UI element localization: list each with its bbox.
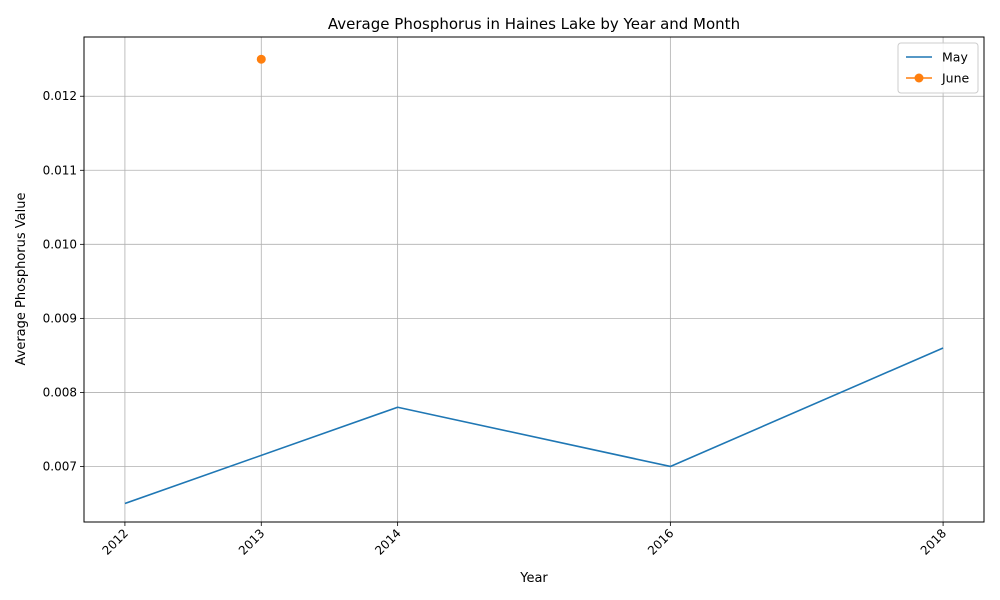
y-axis: 0.007 0.008 0.009 0.010 0.011 0.012 <box>43 89 84 473</box>
plot-frame <box>83 36 985 523</box>
y-tick-label: 0.012 <box>43 89 77 103</box>
y-tick-label: 0.011 <box>43 163 77 177</box>
chart-title: Average Phosphorus in Haines Lake by Yea… <box>328 15 740 33</box>
y-tick-label: 0.008 <box>43 385 77 399</box>
x-tick-label: 2018 <box>918 526 949 557</box>
x-tick-label: 2012 <box>100 526 131 557</box>
grid <box>84 37 984 522</box>
x-axis: 2012 2013 2014 2016 2018 <box>100 522 949 558</box>
legend: May June <box>897 42 979 94</box>
y-tick-label: 0.009 <box>43 311 77 325</box>
x-tick-label: 2013 <box>236 526 267 557</box>
y-tick-label: 0.010 <box>43 237 77 251</box>
legend-label-may: May <box>942 50 968 65</box>
series-layer <box>124 54 944 505</box>
x-axis-label: Year <box>519 571 548 586</box>
series-line-may <box>124 347 944 505</box>
y-tick-label: 0.007 <box>43 459 77 473</box>
y-axis-label: Average Phosphorus Value <box>14 193 29 366</box>
x-tick-label: 2016 <box>645 526 676 557</box>
x-tick-label: 2014 <box>372 526 403 557</box>
legend-label-june: June <box>941 71 970 86</box>
legend-marker-june <box>914 73 924 83</box>
data-point-june <box>256 54 266 64</box>
